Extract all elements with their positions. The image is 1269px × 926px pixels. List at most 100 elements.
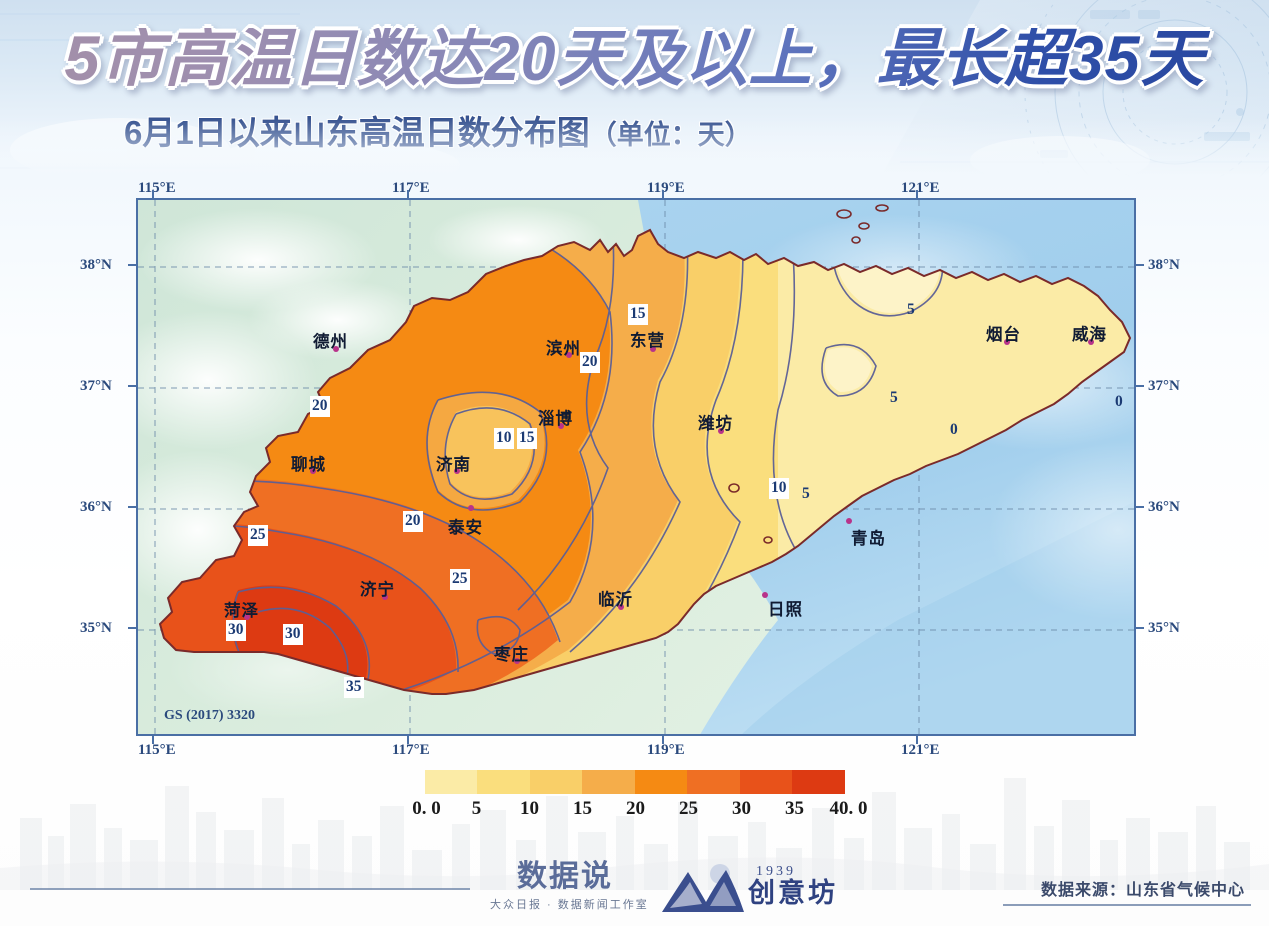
axis-label-lon-top-0: 115°E [138,180,176,196]
city-dot [618,604,624,610]
city-label-yantai: 烟台 [986,326,1021,344]
city-label-qingdao: 青岛 [851,530,886,548]
axis-label-lat-right-1: 37°N [1148,378,1180,394]
axis-label-lat-left-2: 36°N [80,499,112,515]
axis-label-lat-left-3: 35°N [80,620,112,636]
contour-label: 15 [517,428,537,449]
city-dot [382,594,388,600]
brand-shujushuo-name: 数据说 [517,860,613,893]
axis-label-lon-top-2: 119°E [647,180,685,196]
cityscape-silhouette-icon [0,778,1269,890]
colorbar-segment-5 [687,770,740,794]
axis-label-lat-right-3: 35°N [1148,620,1180,636]
city-label-jinan: 济南 [436,456,471,474]
contour-label: 35 [344,677,364,698]
colorbar-tick: 5 [471,798,482,819]
contour-label: 20 [310,396,330,417]
colorbar-tick: 30 [732,798,751,819]
colorbar-tick: 10 [520,798,539,819]
axis-label-lon-bottom-1: 117°E [392,742,430,758]
colorbar-gradient [424,770,845,794]
mountain-logo-icon [662,864,744,912]
city-dot [468,505,474,511]
city-dot [310,468,316,474]
colorbar-segment-6 [739,770,792,794]
contour-label: 25 [450,569,470,590]
map-container: 115°E 117°E 119°E 121°E 115°E 117°E 119°… [80,180,1180,758]
city-dot [1088,339,1094,345]
brand-shujushuo-sub: 大众日报 · 数据新闻工作室 [490,899,649,911]
contour-label: 5 [890,389,898,406]
colorbar-tick: 15 [573,798,592,819]
axis-label-lon-bottom-2: 119°E [647,742,685,758]
city-label-rizhao: 日照 [768,601,803,619]
city-label-dongying: 东营 [630,332,665,350]
colorbar-segment-1 [477,770,530,794]
city-dot [514,658,520,664]
footer-rule-right [1003,904,1251,906]
colorbar-tick: 40. 0 [829,798,868,819]
city-label-liaocheng: 聊城 [291,456,326,474]
colorbar-segment-2 [529,770,582,794]
axis-label-lat-right-0: 38°N [1148,257,1180,273]
city-dot [846,518,852,524]
contour-label: 20 [580,352,600,373]
contour-label: 0 [1115,393,1123,410]
axis-label-lat-left-1: 37°N [80,378,112,394]
city-dot [566,352,572,358]
brand-chuangyifang-name: 创意坊 [748,878,838,908]
contour-label: 10 [769,478,789,499]
city-dot [762,592,768,598]
contour-label: 20 [403,511,423,532]
city-label-heze: 菏泽 [224,602,259,620]
brand-shujushuo: 数据说 大众日报 · 数据新闻工作室 [490,860,649,912]
axis-label-lon-top-3: 121°E [901,180,940,196]
city-dot [1004,339,1010,345]
city-label-zibo: 淄博 [538,410,573,428]
city-dot [244,614,250,620]
contour-label: 5 [802,485,810,502]
city-label-linyi: 临沂 [598,591,633,609]
city-dot [333,346,339,352]
city-dot [558,423,564,429]
contour-label: 0 [950,421,958,438]
data-source-label: 数据来源：山东省气候中心 [1040,882,1245,899]
colorbar-segment-3 [582,770,635,794]
city-dot [454,468,460,474]
colorbar-tick: 25 [679,798,698,819]
shandong-contour-map [158,204,1132,695]
axis-label-lon-bottom-0: 115°E [138,742,176,758]
colorbar-legend: 0. 0 5 10 15 20 25 30 35 40. 0 [0,770,1269,824]
contour-label: 15 [628,304,648,325]
colorbar-segment-4 [634,770,687,794]
colorbar-segment-0 [424,770,477,794]
contour-label: 5 [907,301,915,318]
city-label-jining: 济宁 [360,581,395,599]
colorbar-tick: 20 [626,798,645,819]
colorbar-tick: 35 [785,798,804,819]
colorbar-tick-row: 0. 0 5 10 15 20 25 30 35 40. 0 [385,798,885,824]
city-label-taian: 泰安 [448,519,483,537]
page-title: 5市高温日数达20天及以上，最长超35天 [0,28,1269,91]
city-label-weihai: 威海 [1072,326,1107,344]
axis-label-lon-top-1: 117°E [392,180,430,196]
map-plot-area[interactable]: 15 20 20 10 15 5 5 0 0 10 5 20 25 25 30 … [136,198,1136,736]
contour-label: 25 [248,525,268,546]
contour-label: 30 [283,624,303,645]
map-approval-code: GS (2017) 3320 [164,708,255,723]
city-label-weifang: 潍坊 [698,415,733,433]
contour-label: 30 [226,620,246,641]
brand-chuangyifang-year: 1939 [756,864,796,879]
city-label-dezhou: 德州 [313,333,348,351]
city-label-zaozhuang: 枣庄 [494,646,529,664]
axis-label-lat-right-2: 36°N [1148,499,1180,515]
footer: 数据说 大众日报 · 数据新闻工作室 1939 创意坊 数据来源：山东省气候中心 [0,862,1269,926]
axis-label-lat-left-0: 38°N [80,257,112,273]
colorbar-tick: 0. 0 [412,798,441,819]
axis-label-lon-bottom-3: 121°E [901,742,940,758]
footer-rule-left [30,888,470,890]
header-banner: 5市高温日数达20天及以上，最长超35天 6月1日以来山东高温日数分布图（单位：… [0,0,1269,178]
contour-label: 10 [494,428,514,449]
city-dot [650,346,656,352]
